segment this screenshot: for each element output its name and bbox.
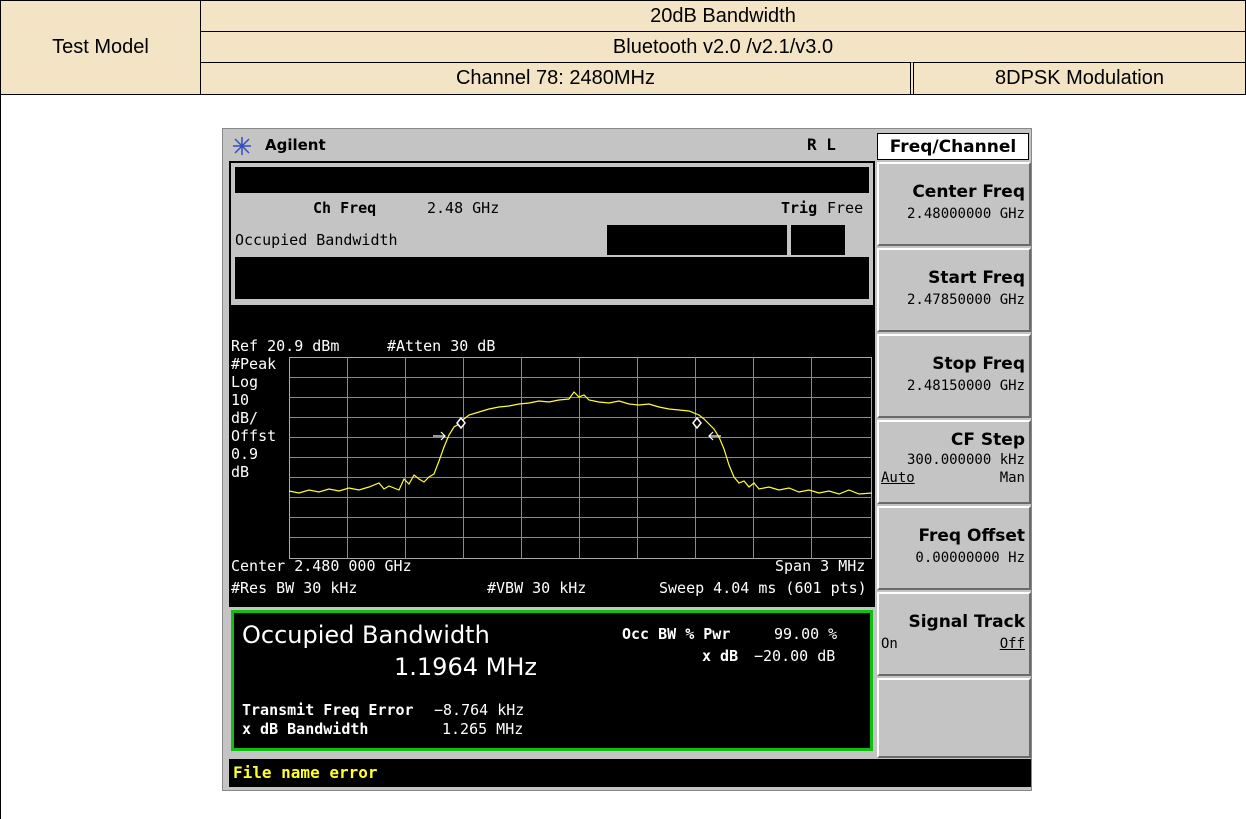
- softkey-empty: [877, 678, 1031, 758]
- status: R L: [807, 135, 836, 154]
- xbw-value: 1.265 MHz: [442, 720, 524, 738]
- info-box: [791, 225, 845, 255]
- info-bar: [235, 257, 869, 299]
- xdb-label: x dB: [702, 647, 739, 665]
- trig-label: Trig: [781, 199, 818, 217]
- agilent-logo: [233, 137, 251, 155]
- scale-label: 0.9: [231, 445, 259, 463]
- header-title: 20dB Bandwidth: [200, 0, 1246, 32]
- softkey-label: CF Step: [950, 430, 1025, 450]
- marker: [692, 416, 702, 430]
- softkey[interactable]: Freq Offset 0.00000000 Hz: [877, 506, 1031, 590]
- softkey-option: Auto: [881, 470, 915, 486]
- message: File name error: [233, 763, 378, 782]
- menu-title: Freq/Channel: [877, 133, 1029, 160]
- sweep: Sweep 4.04 ms (601 pts): [659, 579, 867, 597]
- grid: [289, 357, 872, 559]
- bandwidth-arrows: [433, 431, 721, 441]
- occ-value: 99.00 %: [774, 625, 838, 643]
- softkey-label: Signal Track: [908, 612, 1025, 632]
- softkey-label: Start Freq: [928, 268, 1025, 288]
- trig: Free: [827, 199, 864, 217]
- softkey-value: 300.000000 kHz: [906, 452, 1025, 468]
- ch-freq: 2.48 GHz: [427, 199, 500, 217]
- tfe-value: −8.764 kHz: [434, 701, 525, 719]
- body-cell: [0, 94, 1246, 819]
- scale-label: Offst: [231, 427, 277, 445]
- scale-label: Log: [231, 373, 259, 391]
- header-standard: Bluetooth v2.0 /v2.1/v3.0: [200, 31, 1246, 63]
- message-bar: File name error: [229, 759, 1031, 787]
- analyzer-screen: Agilent R L Freq/Channel Center Freq 2.48…: [222, 128, 1032, 791]
- softkey-value: 2.48150000 GHz: [906, 378, 1025, 394]
- scale-label: dB/: [231, 409, 259, 427]
- ref-level: Ref 20.9 dBm: [231, 337, 340, 355]
- spectrum-plot: [289, 357, 873, 559]
- info-box: [607, 225, 787, 255]
- attenuation: #Atten 30 dB: [387, 337, 496, 355]
- softkey[interactable]: Stop Freq 2.48150000 GHz: [877, 334, 1031, 418]
- occ-label: Occ BW % Pwr: [622, 625, 731, 643]
- result-box: Occupied Bandwidth 1.1964 MHz Occ BW % P…: [231, 610, 873, 751]
- center-freq: Center 2.480 000 GHz: [231, 557, 412, 575]
- result-value: 1.1964 MHz: [394, 653, 537, 681]
- header-label: Test Model: [0, 0, 201, 95]
- vbw: #VBW 30 kHz: [487, 579, 587, 597]
- header-channel: Channel 78: 2480MHz: [200, 62, 911, 95]
- xdb-value: −20.00 dB: [754, 647, 836, 665]
- scale-label: 10: [231, 391, 250, 409]
- softkey[interactable]: CF Step 300.000000 kHz Auto Man: [877, 420, 1031, 504]
- brand: Agilent: [265, 136, 326, 154]
- softkey-option: Man: [999, 470, 1025, 486]
- softkey-option: Off: [999, 636, 1025, 652]
- mode: Occupied Bandwidth: [235, 231, 398, 249]
- res-bw: #Res BW 30 kHz: [231, 579, 358, 597]
- softkey-value: 2.48000000 GHz: [906, 206, 1025, 222]
- softkey[interactable]: Signal Track On Off: [877, 592, 1031, 676]
- softkey-value: 0.00000000 Hz: [915, 550, 1025, 566]
- scale-label: dB: [231, 463, 250, 481]
- tfe-label: Transmit Freq Error: [242, 701, 414, 719]
- scale-label: #Peak: [231, 355, 277, 373]
- marker: [456, 416, 466, 430]
- ch-freq-label: Ch Freq: [313, 199, 377, 217]
- result-title: Occupied Bandwidth: [242, 621, 490, 649]
- header-modulation: 8DPSK Modulation: [910, 62, 1246, 95]
- span: Span 3 MHz: [775, 557, 866, 575]
- softkey-label: Center Freq: [912, 182, 1025, 202]
- softkey-label: Freq Offset: [918, 526, 1025, 546]
- softkey[interactable]: Start Freq 2.47850000 GHz: [877, 248, 1031, 332]
- softkey-value: 2.47850000 GHz: [906, 292, 1025, 308]
- softkey[interactable]: Center Freq 2.48000000 GHz: [877, 162, 1031, 246]
- info-bar: [235, 167, 869, 193]
- trace: [289, 391, 873, 495]
- xbw-label: x dB Bandwidth: [242, 720, 369, 738]
- softkey-option: On: [881, 636, 898, 652]
- softkey-label: Stop Freq: [932, 354, 1025, 374]
